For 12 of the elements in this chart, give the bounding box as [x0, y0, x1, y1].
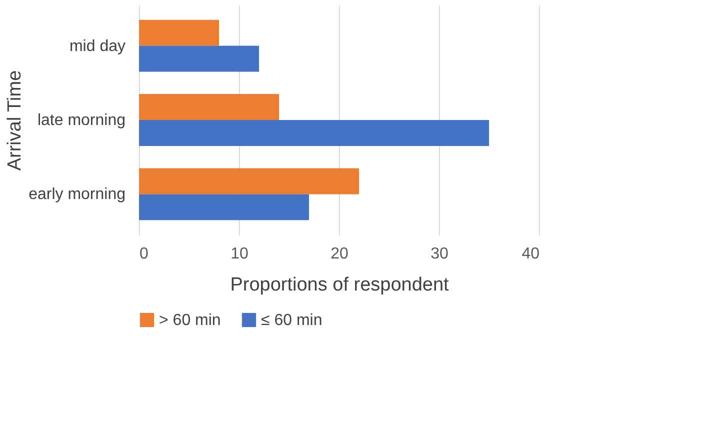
y-tick-label: mid day: [69, 38, 126, 55]
legend-label: > 60 min: [159, 312, 221, 329]
y-tick-label: late morning: [37, 112, 126, 129]
y-tick-label: early morning: [28, 186, 126, 204]
x-tick-label: 20: [330, 246, 348, 262]
x-tick-label: 10: [230, 246, 248, 262]
legend-label: ≤ 60 min: [261, 312, 322, 329]
x-tick-label: 40: [522, 246, 540, 262]
x-tick-label: 0: [140, 246, 148, 262]
x-tick-label: 30: [430, 246, 448, 262]
x-axis-title: Proportions of respondent: [230, 274, 450, 296]
y-axis-title: Arrival Time: [4, 70, 26, 171]
